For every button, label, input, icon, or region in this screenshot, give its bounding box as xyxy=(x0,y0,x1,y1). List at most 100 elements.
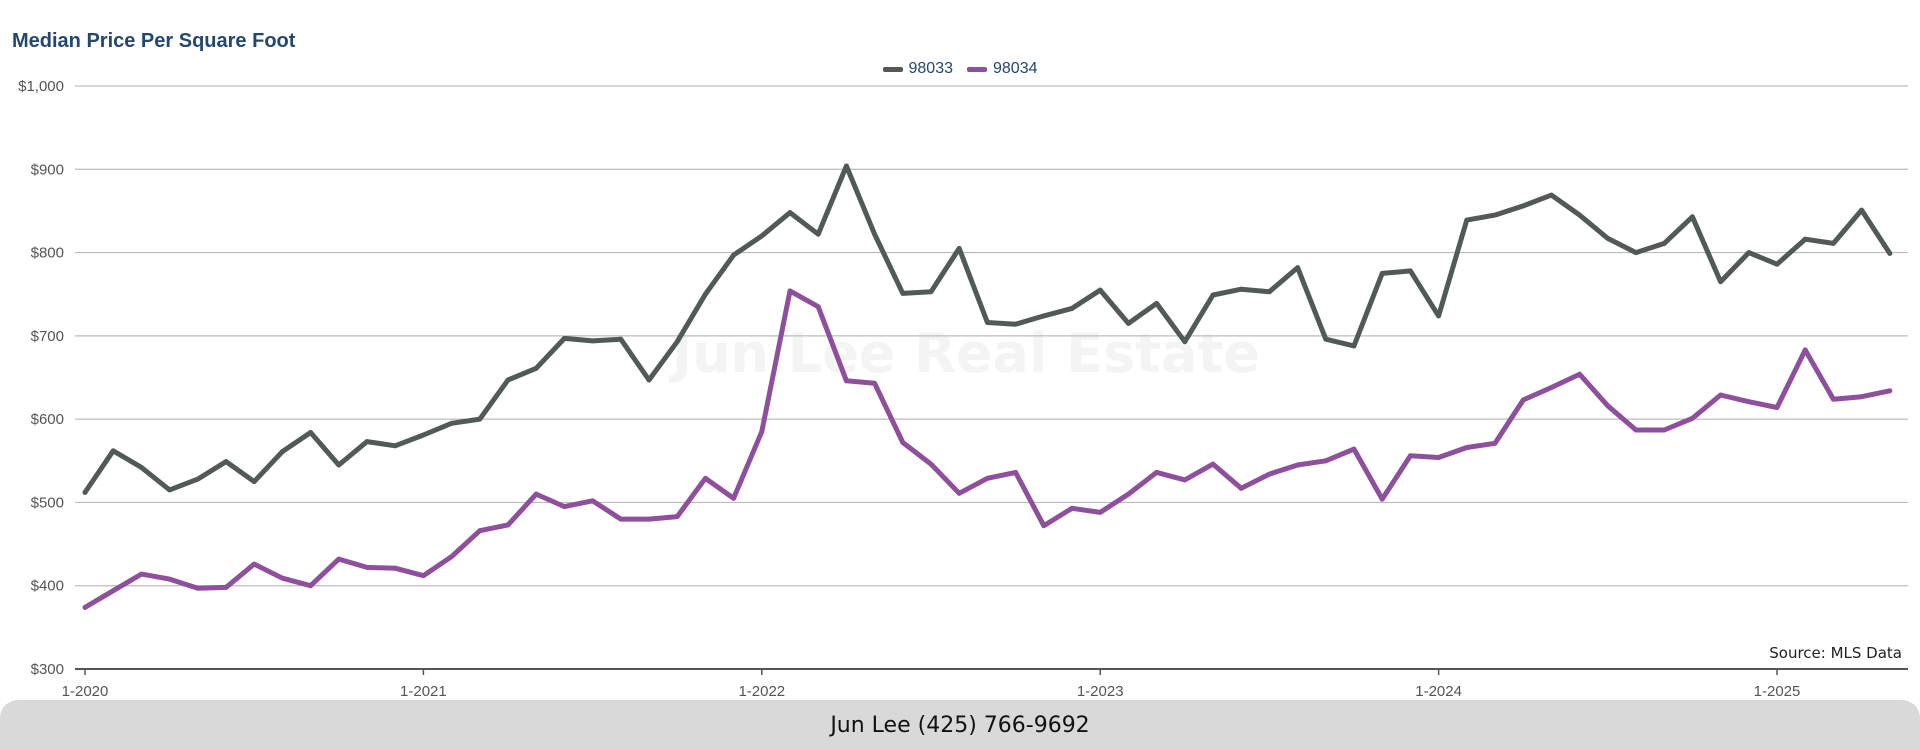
data-point-98033 xyxy=(1774,261,1780,267)
y-tick-label: $300 xyxy=(31,661,64,678)
data-point-98033 xyxy=(1154,301,1159,306)
y-tick-label: $900 xyxy=(31,161,64,178)
legend-label-98033: 98033 xyxy=(908,60,954,77)
data-point-98033 xyxy=(1690,214,1695,220)
data-point-98033 xyxy=(1041,313,1047,319)
data-point-98034 xyxy=(195,585,201,591)
y-tick-label: $600 xyxy=(31,411,64,428)
data-point-98034 xyxy=(646,516,652,522)
data-point-98034 xyxy=(364,565,370,570)
y-tick-label: $500 xyxy=(31,494,64,511)
data-point-98033 xyxy=(1661,241,1667,246)
data-point-98033 xyxy=(928,289,934,295)
data-point-98034 xyxy=(1013,470,1018,475)
data-point-98034 xyxy=(1238,485,1244,491)
data-point-98034 xyxy=(1069,505,1075,511)
data-point-98034 xyxy=(956,490,962,496)
data-point-98034 xyxy=(1295,462,1300,468)
data-point-98033 xyxy=(139,465,144,470)
data-point-98033 xyxy=(1718,279,1723,285)
data-point-98034 xyxy=(787,288,793,294)
data-point-98034 xyxy=(308,583,313,589)
data-point-98033 xyxy=(1464,217,1470,223)
data-point-98033 xyxy=(195,476,201,482)
data-point-98033 xyxy=(449,420,454,426)
x-tick-label: 1-2025 xyxy=(1754,683,1801,700)
data-point-98033 xyxy=(1802,236,1808,242)
data-point-98034 xyxy=(1154,470,1159,475)
data-point-98034 xyxy=(590,498,595,504)
data-point-98034 xyxy=(336,556,342,562)
x-tick-label: 1-2021 xyxy=(400,683,447,700)
data-point-98033 xyxy=(1126,321,1131,326)
data-point-98033 xyxy=(336,462,342,468)
x-tick-label: 1-2023 xyxy=(1077,683,1124,700)
data-point-98033 xyxy=(1633,250,1639,256)
data-point-98033 xyxy=(223,459,229,464)
watermark: Jun Lee Real Estate xyxy=(672,322,1260,385)
source-note: Source: MLS Data xyxy=(1769,644,1902,662)
data-point-98034 xyxy=(1379,496,1385,502)
data-point-98033 xyxy=(1267,289,1272,295)
data-point-98034 xyxy=(1126,491,1131,497)
x-tick-label: 1-2024 xyxy=(1415,683,1462,700)
data-point-98033 xyxy=(82,490,88,495)
data-point-98034 xyxy=(1661,427,1667,433)
legend-item-98033[interactable]: 98033 xyxy=(882,60,954,78)
data-point-98033 xyxy=(872,231,877,237)
data-point-98034 xyxy=(1267,471,1272,477)
legend-swatch-98033 xyxy=(882,66,903,72)
data-point-98033 xyxy=(590,338,595,344)
data-point-98033 xyxy=(1210,292,1216,298)
data-point-98034 xyxy=(815,304,821,310)
data-point-98033 xyxy=(392,443,398,449)
data-point-98033 xyxy=(985,320,990,325)
data-point-98033 xyxy=(1492,212,1498,218)
data-point-98033 xyxy=(703,291,708,297)
data-point-98034 xyxy=(1633,427,1639,433)
y-tick-label: $1,000 xyxy=(18,78,64,95)
data-point-98033 xyxy=(1605,236,1611,241)
data-point-98033 xyxy=(533,365,539,371)
data-point-98034 xyxy=(223,585,229,590)
data-point-98034 xyxy=(82,605,88,610)
data-point-98033 xyxy=(110,448,116,454)
data-point-98033 xyxy=(251,479,257,484)
data-point-98034 xyxy=(110,588,116,594)
data-point-98033 xyxy=(1323,336,1329,342)
data-point-98034 xyxy=(1887,388,1893,394)
data-point-98033 xyxy=(759,233,765,239)
data-point-98033 xyxy=(364,439,370,444)
data-point-98034 xyxy=(1831,396,1836,402)
data-point-98034 xyxy=(1859,394,1864,400)
data-point-98033 xyxy=(1408,268,1413,274)
data-point-98034 xyxy=(533,491,539,497)
data-point-98033 xyxy=(900,291,906,296)
data-point-98034 xyxy=(1549,385,1554,390)
data-point-98034 xyxy=(731,495,736,501)
data-point-98033 xyxy=(421,432,426,438)
y-tick-label: $700 xyxy=(31,328,64,345)
legend-label-98034: 98034 xyxy=(993,60,1038,77)
data-point-98034 xyxy=(1520,397,1526,403)
legend-item-98034[interactable]: 98034 xyxy=(967,60,1038,78)
data-point-98033 xyxy=(1549,192,1554,198)
line-chart: $300 $400 $500 $600 $700 $800 $900 $1,000 1-2020… xyxy=(18,78,1908,700)
data-point-98033 xyxy=(1069,306,1075,311)
data-point-98034 xyxy=(1605,403,1611,409)
legend-swatch-98034 xyxy=(967,66,987,72)
data-point-98034 xyxy=(618,516,624,522)
data-point-98034 xyxy=(1210,461,1216,467)
data-point-98033 xyxy=(1182,339,1188,345)
data-point-98033 xyxy=(1746,250,1752,256)
data-point-98033 xyxy=(562,336,567,341)
data-point-98034 xyxy=(477,528,483,534)
data-point-98034 xyxy=(1718,392,1723,398)
data-point-98033 xyxy=(618,336,624,342)
data-point-98034 xyxy=(1323,458,1329,464)
data-point-98033 xyxy=(674,339,680,345)
data-point-98034 xyxy=(1436,455,1441,460)
data-point-98034 xyxy=(703,475,708,481)
data-point-98034 xyxy=(1774,405,1780,410)
data-point-98034 xyxy=(1464,445,1470,450)
